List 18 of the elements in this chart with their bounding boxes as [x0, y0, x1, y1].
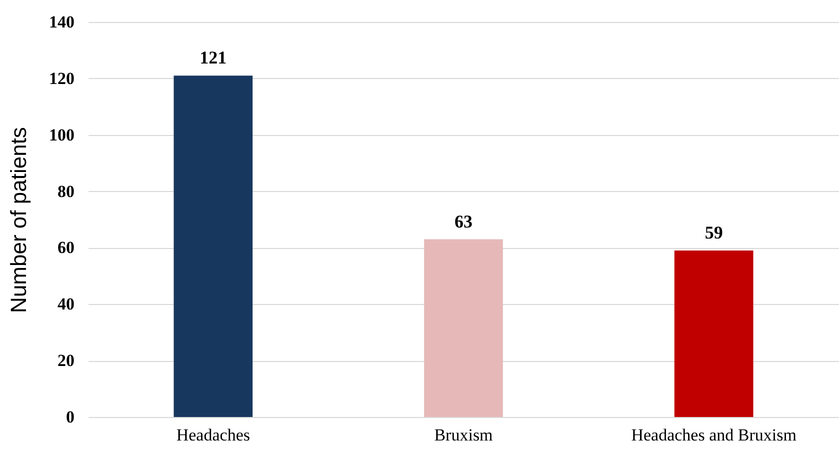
- data-label: 59: [704, 222, 723, 243]
- data-label: 121: [200, 48, 227, 68]
- x-tick-label: Headaches: [176, 426, 250, 444]
- y-tick-label: 100: [49, 125, 74, 144]
- y-tick-label: 40: [58, 294, 74, 314]
- bar: [174, 76, 253, 417]
- x-tick-label: Bruxism: [434, 426, 493, 444]
- data-label: 63: [454, 211, 472, 232]
- y-tick-label: 140: [49, 12, 74, 32]
- bar: [424, 239, 503, 417]
- y-tick-label: 60: [58, 238, 74, 258]
- y-tick-label: 80: [58, 182, 74, 201]
- y-tick-label: 120: [49, 68, 74, 88]
- bar: [674, 250, 754, 417]
- x-tick-label: Headaches and Bruxism: [631, 426, 796, 444]
- y-axis-title: Number of patients: [6, 127, 31, 313]
- y-tick-label: 0: [66, 408, 74, 426]
- y-tick-label: 20: [58, 351, 74, 370]
